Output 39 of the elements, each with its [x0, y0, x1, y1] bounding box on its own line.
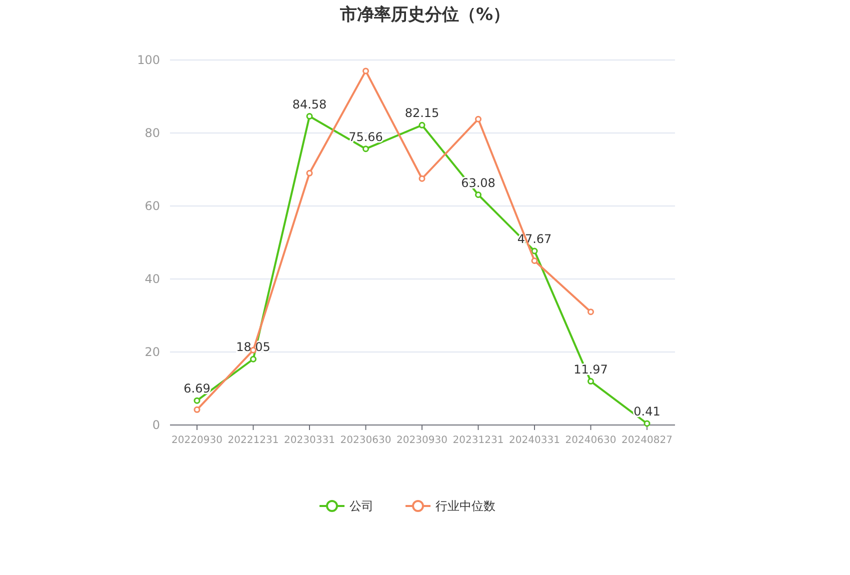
point: [531, 258, 538, 264]
y-tick-label: 100: [137, 53, 160, 67]
point: [475, 116, 482, 122]
point: [194, 397, 200, 404]
point: [418, 175, 426, 182]
data-label: 6.69: [184, 382, 210, 396]
data-label: 84.58: [292, 97, 327, 112]
x-tick-label: 20240630: [565, 435, 616, 446]
y-tick-label: 80: [144, 126, 160, 140]
y-tick-label: 20: [144, 345, 160, 359]
y-tick-label: 60: [144, 199, 160, 213]
data-label: 0.41: [634, 404, 660, 419]
x-tick-label: 20220930: [172, 435, 222, 446]
point: [588, 378, 594, 385]
point: [644, 420, 650, 427]
point: [306, 170, 313, 176]
point: [475, 192, 482, 198]
x-tick-label: 20240827: [622, 435, 672, 446]
data-label: 75.66: [348, 130, 383, 144]
legend-label: 公司: [350, 499, 374, 513]
data-label: 82.15: [404, 106, 440, 120]
point: [250, 356, 256, 362]
x-tick-label: 20230930: [396, 435, 448, 446]
point: [362, 146, 369, 152]
point: [362, 68, 369, 74]
x-tick-label: 20221231: [228, 435, 279, 446]
point: [531, 248, 538, 254]
point: [588, 308, 594, 316]
x-tick-label: 20240331: [509, 435, 560, 446]
legend-label: 行业中位数: [436, 499, 496, 513]
x-tick-label: 20230630: [340, 435, 392, 446]
y-tick-label: 0: [152, 418, 160, 432]
x-tick-label: 20231231: [452, 435, 504, 446]
point: [194, 406, 200, 413]
x-tick-label: 20230331: [284, 435, 335, 446]
y-tick-label: 40: [144, 272, 160, 286]
chart-title: 市净率历史分位（%）: [338, 5, 510, 25]
point: [418, 122, 426, 128]
point: [306, 113, 313, 120]
